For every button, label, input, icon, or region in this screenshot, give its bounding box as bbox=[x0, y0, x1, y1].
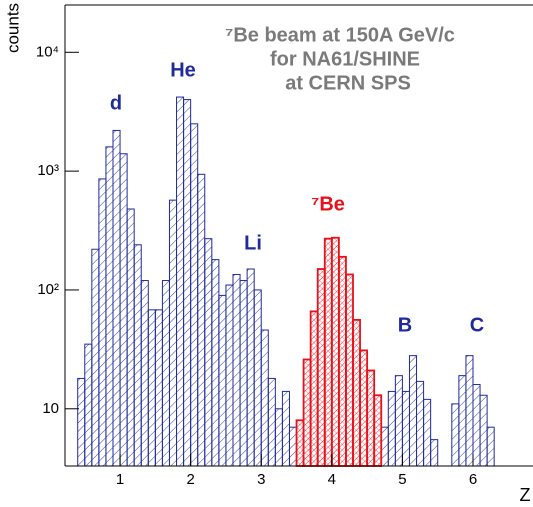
histogram-bar bbox=[211, 259, 220, 467]
histogram-bar bbox=[133, 244, 142, 467]
y-tick-label: 10⁴ bbox=[36, 43, 59, 60]
histogram-bar bbox=[465, 355, 474, 467]
histogram-bar bbox=[430, 439, 439, 467]
peak-label: Li bbox=[244, 232, 262, 254]
histogram-bar bbox=[260, 329, 269, 467]
histogram-bar bbox=[281, 390, 290, 467]
histogram-bar bbox=[309, 310, 319, 467]
x-tick-label: 5 bbox=[398, 471, 406, 488]
histogram-bar bbox=[161, 280, 170, 467]
histogram-bar bbox=[479, 394, 488, 467]
histogram-bar bbox=[267, 377, 276, 467]
histogram-bar bbox=[295, 419, 305, 467]
histogram-bar bbox=[380, 426, 389, 467]
peak-label: B bbox=[398, 314, 412, 336]
histogram-bar bbox=[253, 289, 262, 467]
histogram-bar bbox=[218, 294, 227, 467]
histogram-bar bbox=[302, 358, 312, 467]
histogram-bar bbox=[147, 309, 156, 467]
x-axis-label: Z bbox=[520, 485, 531, 505]
histogram-bar bbox=[451, 403, 460, 467]
histogram-bar bbox=[316, 268, 326, 467]
histogram-bar bbox=[105, 146, 114, 467]
x-tick-label: 1 bbox=[116, 471, 124, 488]
histogram-bar bbox=[225, 284, 234, 467]
histogram-bar bbox=[288, 426, 298, 467]
histogram-bar bbox=[366, 369, 376, 467]
x-tick-label: 4 bbox=[328, 471, 336, 488]
plot-area bbox=[77, 96, 495, 467]
histogram-bar bbox=[126, 208, 135, 467]
histogram-bar bbox=[401, 390, 410, 467]
histogram-bar bbox=[352, 318, 361, 467]
histogram-bar bbox=[323, 237, 333, 467]
histogram-bar bbox=[345, 273, 354, 467]
histogram-bar bbox=[416, 380, 425, 467]
histogram-bar bbox=[486, 426, 495, 467]
x-tick-label: 2 bbox=[186, 471, 194, 488]
histogram-bar bbox=[423, 398, 432, 467]
histogram-bar bbox=[359, 349, 369, 467]
histogram-bar bbox=[458, 375, 467, 467]
histogram-bar bbox=[472, 384, 481, 467]
histogram-bar bbox=[154, 309, 163, 467]
peak-label: ⁷Be bbox=[311, 193, 345, 215]
annotation: for NA61/SHINE bbox=[270, 48, 420, 70]
peak-label: C bbox=[470, 314, 484, 336]
histogram-bar bbox=[337, 255, 347, 467]
histogram-bar bbox=[112, 129, 121, 467]
histogram-bar bbox=[387, 390, 396, 467]
histogram-bar bbox=[373, 394, 383, 467]
histogram-bar bbox=[119, 153, 128, 467]
annotation: at CERN SPS bbox=[285, 72, 411, 94]
histogram-bar bbox=[183, 99, 192, 467]
x-tick-label: 3 bbox=[257, 471, 265, 488]
y-tick-label: 10 bbox=[42, 400, 59, 417]
histogram-bar bbox=[394, 375, 403, 467]
histogram-bar bbox=[190, 123, 199, 467]
histogram-bar bbox=[91, 248, 100, 467]
histogram-bar bbox=[140, 280, 149, 467]
y-tick-label: 10³ bbox=[37, 162, 59, 179]
annotation: ⁷Be beam at 150A GeV/c bbox=[225, 24, 455, 46]
histogram-bar bbox=[274, 408, 283, 467]
histogram-bar bbox=[98, 178, 107, 467]
histogram-bar bbox=[204, 238, 213, 467]
histogram-bar bbox=[84, 343, 93, 467]
histogram-bar bbox=[408, 355, 418, 467]
peak-label: He bbox=[170, 59, 196, 81]
x-tick-label: 6 bbox=[469, 471, 477, 488]
histogram-bar bbox=[239, 280, 248, 467]
histogram-bar bbox=[77, 377, 86, 467]
peak-label: d bbox=[110, 92, 122, 114]
y-axis-label: counts bbox=[3, 3, 22, 53]
histogram-bar bbox=[246, 268, 255, 467]
histogram-bar bbox=[168, 199, 178, 467]
histogram-bar bbox=[330, 236, 340, 467]
histogram-bar bbox=[232, 273, 241, 467]
y-tick-label: 10² bbox=[37, 281, 59, 298]
histogram-bar bbox=[176, 96, 185, 467]
histogram-bar bbox=[197, 173, 206, 467]
